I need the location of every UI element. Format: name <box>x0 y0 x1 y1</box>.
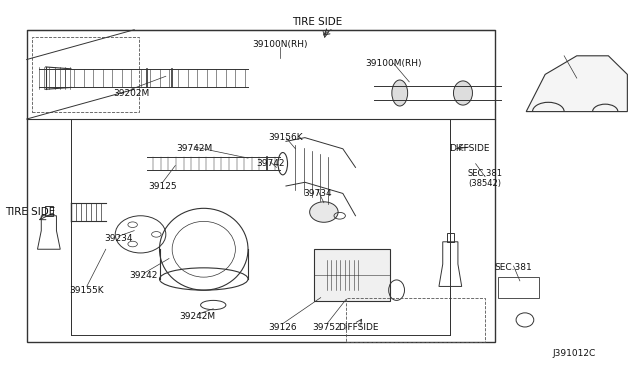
Polygon shape <box>439 242 461 286</box>
Text: 39242: 39242 <box>129 271 158 280</box>
Bar <box>45 206 52 216</box>
Text: 39100N(RH): 39100N(RH) <box>252 40 307 49</box>
Text: 39125: 39125 <box>148 182 177 190</box>
Text: 39734: 39734 <box>303 189 332 198</box>
Polygon shape <box>38 216 60 249</box>
Text: SEC.381
(38542): SEC.381 (38542) <box>468 169 502 188</box>
Bar <box>346 298 485 342</box>
Bar <box>71 119 451 335</box>
Text: 39742: 39742 <box>256 159 284 168</box>
Text: SEC.381: SEC.381 <box>495 263 532 272</box>
Text: 39242M: 39242M <box>179 312 216 321</box>
Text: 39155K: 39155K <box>70 286 104 295</box>
Text: TIRE SIDE: TIRE SIDE <box>292 17 342 27</box>
Bar <box>27 30 495 342</box>
Text: 39126: 39126 <box>268 323 297 332</box>
Text: 39742M: 39742M <box>176 144 212 153</box>
Ellipse shape <box>454 81 472 105</box>
Text: 39234: 39234 <box>104 234 132 243</box>
Text: 39202M: 39202M <box>113 89 149 97</box>
Text: DIFFSIDE: DIFFSIDE <box>449 144 490 153</box>
Text: J391012C: J391012C <box>552 349 595 358</box>
Bar <box>447 232 454 242</box>
Text: DIFFSIDE: DIFFSIDE <box>339 323 379 332</box>
Text: TIRE SIDE: TIRE SIDE <box>4 207 55 217</box>
Polygon shape <box>526 56 627 112</box>
Bar <box>498 277 539 298</box>
Bar <box>314 249 390 301</box>
Text: 39156K: 39156K <box>269 133 303 142</box>
Ellipse shape <box>310 202 338 222</box>
Ellipse shape <box>392 80 408 106</box>
Text: 39100M(RH): 39100M(RH) <box>365 59 422 68</box>
Text: 39752: 39752 <box>313 323 341 332</box>
Bar <box>32 37 140 112</box>
